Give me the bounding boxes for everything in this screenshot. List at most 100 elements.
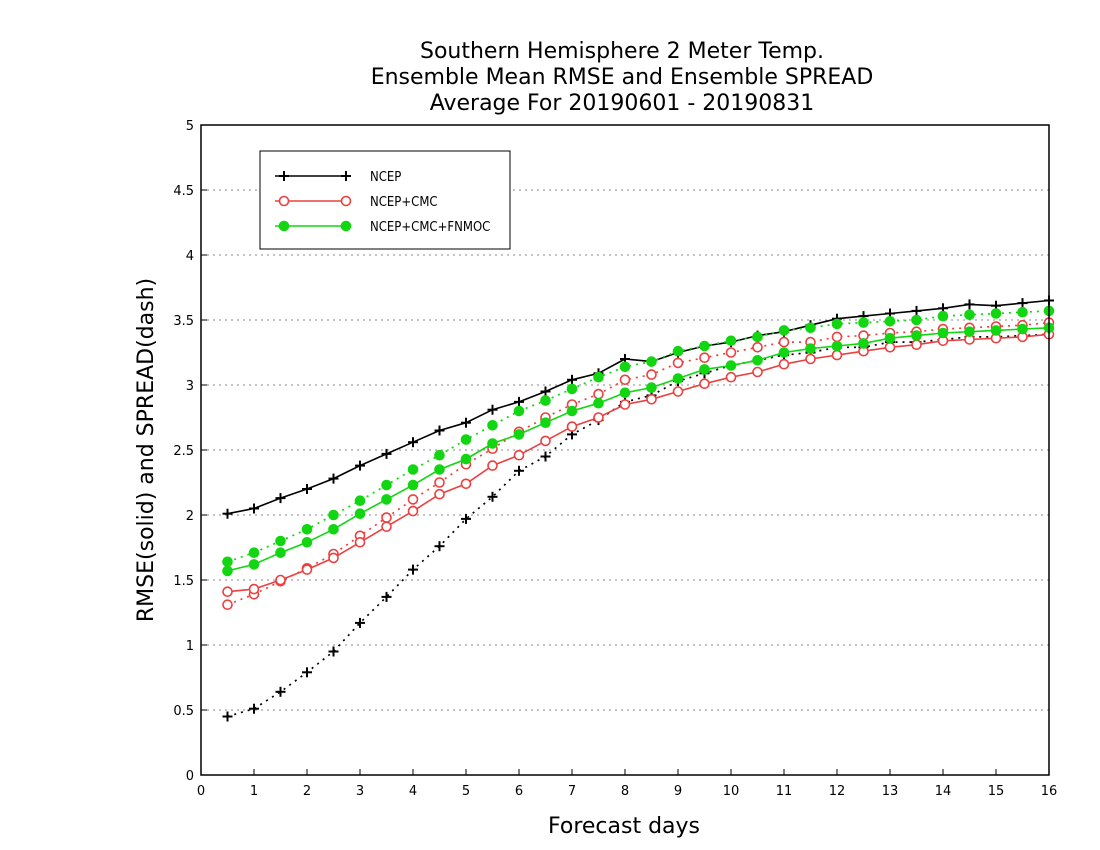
spread-point — [248, 547, 260, 559]
spread-point — [434, 449, 445, 461]
legend-label: NCEP+CMC — [370, 195, 438, 210]
spread-point — [725, 335, 737, 347]
spread-point — [672, 345, 684, 357]
rmse-point — [328, 473, 339, 484]
spread-point — [778, 325, 790, 336]
spread-point — [301, 524, 313, 535]
rmse-point — [831, 349, 843, 361]
rmse-point — [434, 488, 445, 500]
spread-point — [275, 535, 286, 547]
spread-point — [407, 464, 419, 475]
spread-point — [275, 686, 286, 697]
spread-point — [646, 356, 657, 367]
rmse-point — [619, 399, 631, 410]
rmse-point — [328, 524, 339, 535]
x-tick-label: 15 — [988, 784, 1005, 799]
rmse-point — [275, 574, 286, 586]
rmse-line — [227, 327, 1050, 572]
spread-point — [1017, 306, 1028, 318]
x-tick-label: 7 — [568, 784, 576, 799]
legend-box — [259, 150, 511, 250]
spread-point — [328, 646, 339, 657]
spread-point — [566, 383, 578, 395]
spread-point — [381, 591, 392, 602]
spread-point — [434, 541, 445, 552]
spread-point — [513, 405, 525, 417]
legend-marker — [340, 220, 352, 232]
spread-line — [227, 310, 1050, 563]
rmse-point — [831, 340, 843, 352]
series-ncep-cmc — [222, 317, 1055, 611]
rmse-point — [408, 437, 418, 448]
x-tick-label: 10 — [723, 784, 740, 799]
spread-point — [752, 341, 763, 353]
spread-point — [407, 494, 419, 505]
y-tick-label: 5 — [186, 119, 194, 134]
rmse-point — [302, 484, 312, 494]
spread-point — [249, 703, 259, 714]
rmse-point — [381, 521, 392, 533]
rmse-point — [434, 464, 445, 475]
x-tick-label: 2 — [303, 784, 311, 799]
spread-point — [514, 465, 524, 476]
rmse-point — [990, 325, 1002, 336]
rmse-point — [911, 339, 922, 351]
rmse-point — [752, 366, 763, 378]
rmse-point — [911, 305, 922, 316]
spread-point — [302, 667, 312, 678]
y-tick-label: 2.5 — [173, 444, 194, 459]
rmse-point — [884, 332, 896, 344]
spread-point — [911, 314, 922, 326]
y-tick-label: 3 — [186, 379, 194, 394]
rmse-point — [593, 412, 604, 423]
spread-point — [487, 420, 498, 431]
spread-point — [222, 711, 233, 722]
spread-point — [672, 357, 684, 369]
rmse-point — [487, 438, 498, 449]
rmse-point — [1017, 298, 1028, 309]
legend-label: NCEP+CMC+FNMOC — [370, 220, 490, 235]
rmse-point — [805, 353, 816, 365]
y-tick-label: 4 — [186, 249, 194, 264]
spread-point — [328, 509, 339, 521]
rmse-point — [672, 373, 684, 384]
rmse-point — [301, 537, 313, 548]
spread-point — [964, 309, 975, 321]
legend-marker — [279, 171, 289, 181]
y-tick-label: 3.5 — [173, 314, 194, 329]
x-tick-label: 14 — [935, 784, 952, 799]
legend-marker — [341, 171, 351, 181]
title-line-1: Southern Hemisphere 2 Meter Temp. — [420, 39, 824, 64]
spread-point — [540, 395, 551, 406]
rmse-point — [487, 404, 498, 415]
spread-point — [487, 491, 498, 502]
legend-marker — [278, 220, 290, 232]
y-axis: 0 0.5 1 1.5 2 2.5 3 3.5 4 4.5 5 — [173, 119, 207, 784]
y-tick-label: 0.5 — [173, 704, 194, 719]
spread-point — [408, 564, 418, 575]
spread-point — [937, 310, 949, 322]
rmse-point — [805, 343, 816, 354]
rmse-line — [227, 299, 1050, 515]
spread-point — [222, 599, 233, 611]
spread-point — [593, 371, 604, 383]
x-tick-label: 6 — [515, 784, 523, 799]
rmse-point — [699, 378, 710, 390]
y-tick-label: 0 — [186, 769, 194, 784]
rmse-point — [248, 559, 260, 570]
rmse-point — [222, 508, 233, 519]
y-tick-label: 4.5 — [173, 184, 194, 199]
rmse-point — [937, 327, 949, 339]
rmse-point — [328, 552, 339, 564]
x-tick-label: 11 — [776, 784, 793, 799]
spread-point — [381, 512, 392, 523]
spread-point — [778, 336, 790, 348]
x-tick-label: 12 — [829, 784, 846, 799]
y-tick-label: 1.5 — [173, 574, 194, 589]
rmse-point — [460, 453, 472, 465]
x-tick-label: 13 — [882, 784, 899, 799]
rmse-point — [407, 505, 419, 517]
rmse-point — [567, 374, 577, 385]
spread-point — [355, 617, 365, 628]
spread-point — [990, 308, 1002, 319]
